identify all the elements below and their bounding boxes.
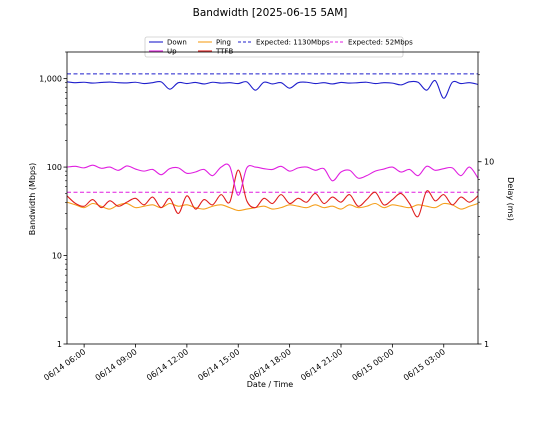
series-line-up — [67, 163, 478, 196]
legend-label-down: Down — [167, 39, 187, 47]
x-tick-label: 06/14 18:00 — [248, 347, 293, 382]
y-left-tick-label: 100 — [47, 163, 62, 172]
legend-label-up: Up — [167, 48, 177, 56]
plot-frame — [66, 51, 479, 345]
x-tick-label: 06/14 21:00 — [299, 347, 344, 382]
y-axis-left-label: Bandwidth (Mbps) — [28, 163, 37, 236]
y-axis-right-label: Delay (ms) — [506, 177, 515, 221]
chart-title: Bandwidth [2025-06-15 5AM] — [193, 7, 348, 19]
legend-label-ping: Ping — [216, 39, 231, 47]
x-axis-label: Date / Time — [247, 380, 294, 389]
y-right-tick-label: 10 — [484, 158, 494, 167]
y-right-tick-label: 1 — [484, 340, 489, 349]
legend-label-expected-52mbps: Expected: 52Mbps — [348, 39, 413, 47]
x-tick-label: 06/14 06:00 — [42, 347, 87, 382]
y-left-tick-label: 1,000 — [39, 75, 62, 84]
y-left-tick-label: 10 — [52, 252, 62, 261]
legend-label-expected-1130mbps: Expected: 1130Mbps — [256, 39, 330, 47]
y-left-tick-label: 1 — [57, 340, 62, 349]
x-tick-label: 06/14 15:00 — [196, 347, 241, 382]
x-tick-label: 06/14 09:00 — [94, 347, 139, 382]
x-tick-label: 06/15 03:00 — [402, 347, 447, 382]
series-group — [67, 73, 478, 218]
x-tick-label: 06/14 12:00 — [145, 347, 190, 382]
series-line-down — [67, 80, 478, 99]
legend-label-ttfb: TTFB — [215, 48, 233, 56]
series-line-ttfb — [67, 169, 478, 218]
plot-area — [67, 73, 478, 218]
x-tick-label: 06/15 00:00 — [351, 347, 396, 382]
series-line-ping — [67, 201, 478, 212]
